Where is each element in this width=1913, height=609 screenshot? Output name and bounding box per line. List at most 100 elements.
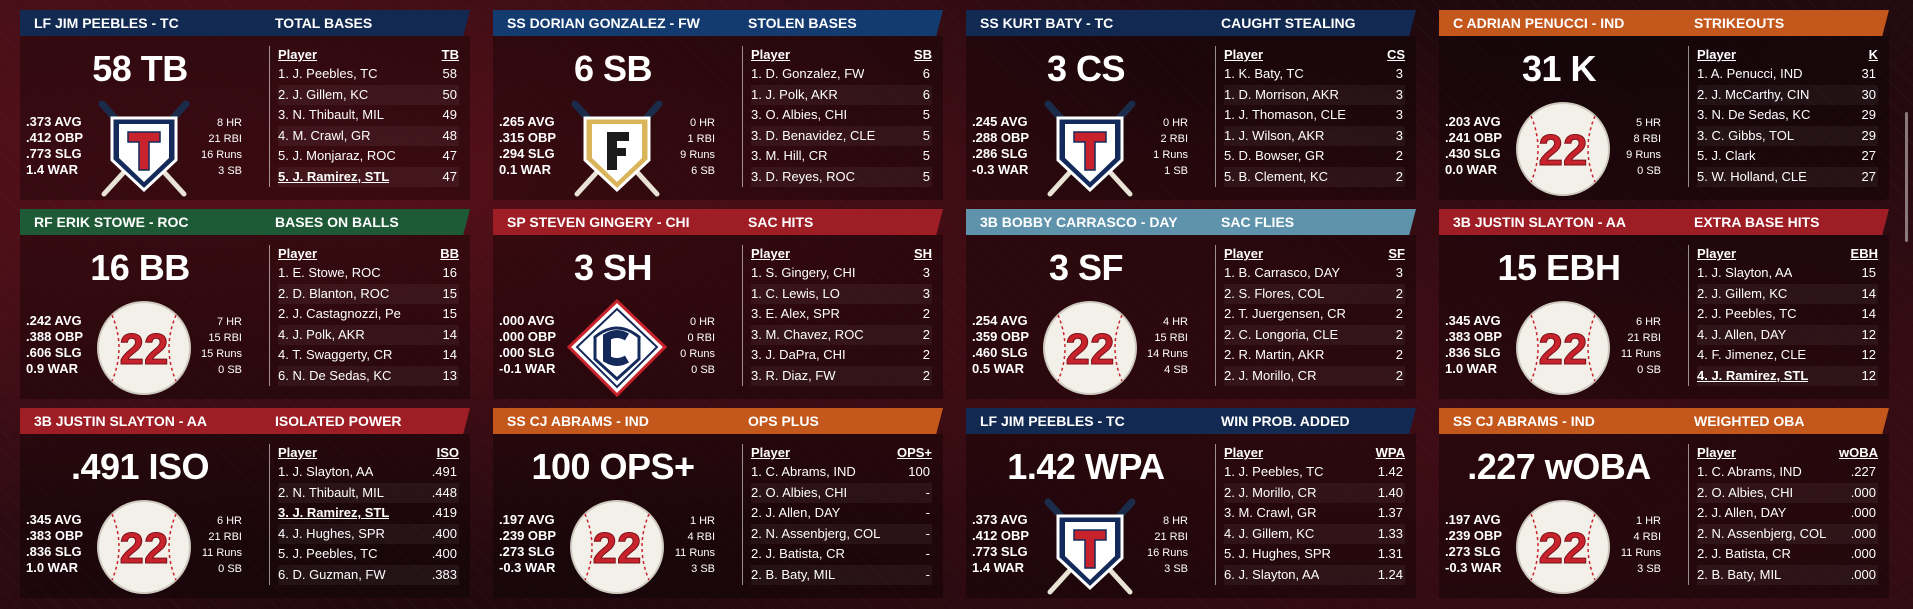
player-name[interactable]: SP STEVEN GINGERY - CHI — [507, 214, 690, 230]
table-row[interactable]: 5. J. Ramirez, STL 47 — [278, 166, 459, 187]
row-player-name[interactable]: 2. B. Baty, MIL — [751, 566, 836, 582]
table-row[interactable]: 3. M. Hill, CR 5 — [751, 146, 932, 167]
row-player-name[interactable]: 6. D. Guzman, FW — [278, 566, 386, 582]
table-row[interactable]: 3. M. Crawl, GR 1.37 — [1224, 503, 1405, 524]
row-player-name[interactable]: 2. D. Blanton, ROC — [278, 285, 390, 301]
row-player-name[interactable]: 2. J. Gillem, KC — [1697, 285, 1788, 301]
table-row[interactable]: 2. J. Gillem, KC 14 — [1697, 283, 1878, 304]
table-row[interactable]: 2. N. Assenbjerg, COL - — [751, 523, 932, 544]
table-row[interactable]: 3. O. Albies, CHI 5 — [751, 105, 932, 126]
table-row[interactable]: 2. N. Assenbjerg, COL .000 — [1697, 523, 1878, 544]
row-player-name[interactable]: 3. N. De Sedas, KC — [1697, 107, 1811, 122]
table-row[interactable]: 3. J. DaPra, CHI 2 — [751, 345, 932, 366]
row-player-name[interactable]: 1. J. Slayton, AA — [278, 464, 374, 479]
row-player-name[interactable]: 1. S. Gingery, CHI — [751, 265, 856, 280]
table-row[interactable]: 2. J. McCarthy, CIN 30 — [1697, 84, 1878, 105]
table-row[interactable]: 2. O. Albies, CHI .000 — [1697, 482, 1878, 503]
player-name[interactable]: 3B JUSTIN SLAYTON - AA — [34, 413, 207, 429]
table-row[interactable]: 1. C. Abrams, IND 100 — [751, 462, 932, 483]
row-player-name[interactable]: 5. J. Clark — [1697, 148, 1756, 163]
row-player-name[interactable]: 3. E. Alex, SPR — [751, 306, 840, 321]
table-row[interactable]: 4. M. Crawl, GR 48 — [278, 125, 459, 146]
table-row[interactable]: 3. D. Benavidez, CLE 5 — [751, 125, 932, 146]
table-row[interactable]: 2. J. Gillem, KC 50 — [278, 84, 459, 105]
row-player-name[interactable]: 1. C. Lewis, LO — [751, 285, 840, 301]
row-player-name[interactable]: 3. J. DaPra, CHI — [751, 347, 846, 362]
row-player-name[interactable]: 2. N. Assenbjerg, COL — [751, 525, 881, 541]
row-player-name[interactable]: 1. D. Gonzalez, FW — [751, 66, 865, 81]
table-row[interactable]: 2. J. Allen, DAY .000 — [1697, 503, 1878, 524]
row-player-name[interactable]: 1. A. Penucci, IND — [1697, 66, 1803, 81]
player-name[interactable]: SS DORIAN GONZALEZ - FW — [507, 15, 700, 31]
table-row[interactable]: 2. S. Flores, COL 2 — [1224, 283, 1405, 304]
table-row[interactable]: 4. J. Gillem, KC 1.33 — [1224, 523, 1405, 544]
player-name[interactable]: LF JIM PEEBLES - TC — [980, 413, 1125, 429]
player-name[interactable]: 3B JUSTIN SLAYTON - AA — [1453, 214, 1626, 230]
row-player-name[interactable]: 2. N. Thibault, MIL — [278, 484, 384, 500]
table-row[interactable]: 3. J. Ramirez, STL .419 — [278, 503, 459, 524]
row-player-name[interactable]: 1. J. Polk, AKR — [751, 86, 838, 102]
table-row[interactable]: 5. J. Clark 27 — [1697, 146, 1878, 167]
player-name[interactable]: SS CJ ABRAMS - IND — [1453, 413, 1595, 429]
table-row[interactable]: 1. D. Morrison, AKR 3 — [1224, 84, 1405, 105]
row-player-name[interactable]: 3. R. Diaz, FW — [751, 367, 836, 383]
player-name[interactable]: SS KURT BATY - TC — [980, 15, 1114, 31]
row-player-name[interactable]: 2. J. Peebles, TC — [1697, 306, 1797, 321]
row-player-name[interactable]: 1. C. Abrams, IND — [751, 464, 856, 479]
table-row[interactable]: 3. N. De Sedas, KC 29 — [1697, 105, 1878, 126]
leader-card[interactable]: SS KURT BATY - TC CAUGHT STEALING 3 CS .… — [966, 10, 1418, 200]
table-row[interactable]: 6. D. Guzman, FW .383 — [278, 564, 459, 585]
row-player-name[interactable]: 2. J. Morillo, CR — [1224, 484, 1317, 500]
row-player-name[interactable]: 4. M. Crawl, GR — [278, 127, 371, 143]
table-row[interactable]: 2. J. Batista, CR - — [751, 544, 932, 565]
table-row[interactable]: 2. T. Juergensen, CR 2 — [1224, 304, 1405, 325]
table-row[interactable]: 2. J. Allen, DAY - — [751, 503, 932, 524]
leader-card[interactable]: SS CJ ABRAMS - IND OPS PLUS 100 OPS+ 22 … — [493, 408, 945, 598]
row-player-name[interactable]: 2. J. McCarthy, CIN — [1697, 86, 1810, 102]
row-player-name[interactable]: 2. O. Albies, CHI — [751, 484, 848, 500]
table-row[interactable]: 6. J. Slayton, AA 1.24 — [1224, 564, 1405, 585]
leader-card[interactable]: C ADRIAN PENUCCI - IND STRIKEOUTS 31 K 2… — [1439, 10, 1891, 200]
player-name[interactable]: SS CJ ABRAMS - IND — [507, 413, 649, 429]
table-row[interactable]: 2. J. Batista, CR .000 — [1697, 544, 1878, 565]
leader-card[interactable]: LF JIM PEEBLES - TC TOTAL BASES 58 TB .3… — [20, 10, 472, 200]
row-player-name[interactable]: 5. W. Holland, CLE — [1697, 168, 1807, 184]
table-row[interactable]: 2. B. Baty, MIL - — [751, 564, 932, 585]
row-player-name[interactable]: 6. N. De Sedas, KC — [278, 367, 392, 383]
table-row[interactable]: 3. N. Thibault, MIL 49 — [278, 105, 459, 126]
table-row[interactable]: 6. N. De Sedas, KC 13 — [278, 365, 459, 386]
row-player-name[interactable]: 3. N. Thibault, MIL — [278, 107, 384, 122]
table-row[interactable]: 2. J. Morillo, CR 2 — [1224, 365, 1405, 386]
row-player-name[interactable]: 1. B. Carrasco, DAY — [1224, 265, 1341, 280]
row-player-name[interactable]: 4. F. Jimenez, CLE — [1697, 347, 1807, 362]
row-player-name[interactable]: 5. J. Hughes, SPR — [1224, 546, 1331, 561]
table-row[interactable]: 3. D. Reyes, ROC 5 — [751, 166, 932, 187]
table-row[interactable]: 1. J. Slayton, AA .491 — [278, 462, 459, 483]
leader-card[interactable]: LF JIM PEEBLES - TC WIN PROB. ADDED 1.42… — [966, 408, 1418, 598]
table-row[interactable]: 2. J. Morillo, CR 1.40 — [1224, 482, 1405, 503]
table-row[interactable]: 1. B. Carrasco, DAY 3 — [1224, 263, 1405, 284]
row-player-name[interactable]: 2. O. Albies, CHI — [1697, 484, 1794, 500]
row-player-name[interactable]: 6. J. Slayton, AA — [1224, 566, 1320, 582]
leader-card[interactable]: RF ERIK STOWE - ROC BASES ON BALLS 16 BB… — [20, 209, 472, 399]
row-player-name[interactable]: 1. E. Stowe, ROC — [278, 265, 381, 280]
table-row[interactable]: 1. S. Gingery, CHI 3 — [751, 263, 932, 284]
row-player-name[interactable]: 2. J. Batista, CR — [1697, 546, 1791, 561]
table-row[interactable]: 1. A. Penucci, IND 31 — [1697, 64, 1878, 85]
table-row[interactable]: 1. J. Polk, AKR 6 — [751, 84, 932, 105]
table-row[interactable]: 2. B. Baty, MIL .000 — [1697, 564, 1878, 585]
player-name[interactable]: LF JIM PEEBLES - TC — [34, 15, 179, 31]
row-player-name[interactable]: 1. J. Peebles, TC — [278, 66, 378, 81]
row-player-name[interactable]: 5. B. Clement, KC — [1224, 168, 1329, 184]
row-player-name[interactable]: 2. J. Allen, DAY — [751, 505, 841, 520]
table-row[interactable]: 3. R. Diaz, FW 2 — [751, 365, 932, 386]
row-player-name[interactable]: 3. C. Gibbs, TOL — [1697, 127, 1795, 143]
row-player-name[interactable]: 3. M. Hill, CR — [751, 148, 828, 163]
table-row[interactable]: 5. J. Monjaraz, ROC 47 — [278, 146, 459, 167]
table-row[interactable]: 1. D. Gonzalez, FW 6 — [751, 64, 932, 85]
row-player-name[interactable]: 1. J. Slayton, AA — [1697, 265, 1793, 280]
table-row[interactable]: 2. J. Peebles, TC 14 — [1697, 304, 1878, 325]
table-row[interactable]: 2. O. Albies, CHI - — [751, 482, 932, 503]
table-row[interactable]: 1. E. Stowe, ROC 16 — [278, 263, 459, 284]
row-player-name[interactable]: 3. D. Benavidez, CLE — [751, 127, 876, 143]
